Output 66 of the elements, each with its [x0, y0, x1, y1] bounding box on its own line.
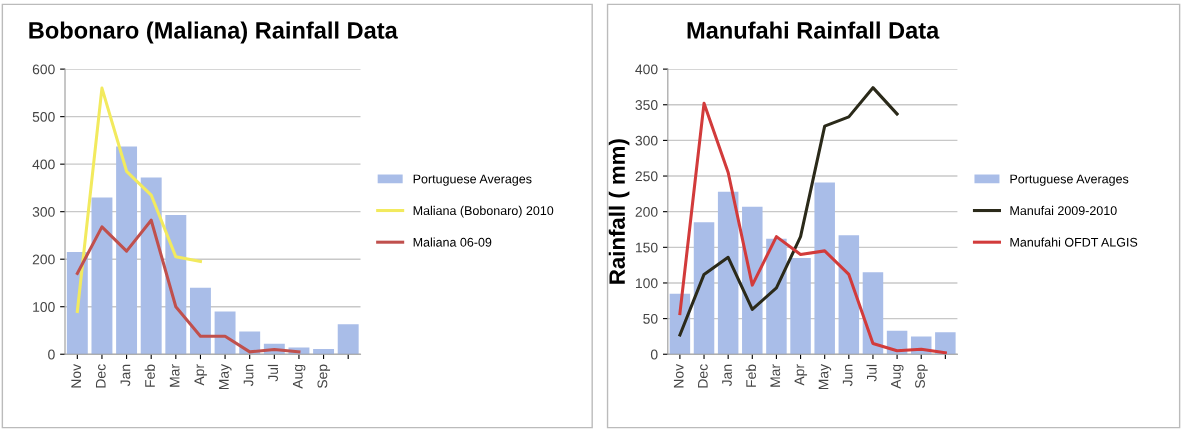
line-series — [75, 86, 202, 313]
x-tick-label: Dec — [95, 364, 106, 388]
y-tick-label: 600 — [32, 64, 55, 75]
x-tick-label: Apr — [194, 364, 207, 386]
y-tick-label: 300 — [635, 135, 658, 146]
bar — [693, 222, 715, 355]
x-tick-label: Feb — [745, 364, 757, 387]
bar — [766, 238, 787, 355]
bar — [337, 324, 359, 355]
x-tick-label: May — [219, 363, 232, 390]
x-tick-label: Sep — [915, 364, 928, 389]
y-tick-label: 100 — [636, 278, 658, 289]
line-series — [75, 218, 301, 354]
bar — [313, 349, 335, 355]
x-tick-label: Nov — [71, 364, 82, 388]
y-tick-label: 150 — [636, 242, 658, 253]
x-tick-label: Nov — [673, 364, 684, 388]
bar — [862, 272, 884, 355]
y-tick-label: 100 — [33, 302, 55, 312]
bar — [814, 182, 835, 355]
bar — [116, 146, 138, 355]
x-tick-label: Jul — [866, 364, 877, 382]
x-tick-label: Dec — [698, 364, 708, 388]
legend-label: Maliana 06-09 — [413, 237, 492, 247]
y-tick-label: 50 — [643, 313, 658, 324]
y-tick-label: 350 — [635, 100, 658, 110]
x-tick-label: Aug — [891, 364, 904, 389]
bar — [214, 311, 236, 355]
x-tick-label: Jul — [267, 364, 279, 382]
x-tick-label: Jun — [243, 364, 254, 387]
y-tick-label: 300 — [32, 207, 55, 217]
line-series — [678, 101, 947, 355]
x-tick-label: May — [818, 363, 832, 390]
x-tick-label: Jan — [120, 364, 131, 387]
legend-label: Maliana (Bobonaro) 2010 — [413, 205, 554, 218]
chart-title: Bobonaro (Maliana) Rainfall Data — [29, 21, 398, 44]
y-axis-title: Rainfall ( mm) — [608, 139, 630, 284]
x-tick-label: Mar — [169, 364, 180, 387]
y-tick-label: 200 — [32, 254, 55, 265]
bar — [91, 197, 113, 355]
x-tick-label: Apr — [794, 364, 808, 386]
y-tick-label: 200 — [635, 207, 658, 217]
x-tick-label: Feb — [144, 364, 155, 387]
y-tick-label: 250 — [635, 171, 658, 182]
chart-title: Manufahi Rainfall Data — [687, 21, 940, 39]
legend-label: Portuguese Averages — [413, 174, 532, 186]
y-tick-label: 400 — [635, 64, 658, 75]
x-tick-label: Sep — [317, 364, 331, 389]
y-tick-label: 0 — [48, 349, 55, 360]
y-tick-label: 400 — [32, 159, 55, 170]
bar — [935, 332, 956, 355]
y-tick-label: 500 — [32, 111, 55, 122]
bar — [140, 177, 162, 355]
x-tick-label: Aug — [292, 364, 306, 389]
legend-label: Portuguese Averages — [1010, 174, 1129, 186]
legend-label: Manufahi OFDT ALGIS — [1010, 237, 1138, 247]
x-tick-label: Jan — [722, 364, 732, 387]
line-series — [678, 86, 899, 337]
bar — [717, 191, 739, 355]
bar — [189, 287, 211, 355]
bar — [790, 258, 811, 355]
bar — [838, 235, 860, 355]
legend-label: Manufai 2009-2010 — [1010, 205, 1117, 216]
y-tick-label: 0 — [650, 349, 658, 360]
x-tick-label: Jun — [842, 364, 853, 387]
x-tick-label: Mar — [770, 364, 781, 387]
